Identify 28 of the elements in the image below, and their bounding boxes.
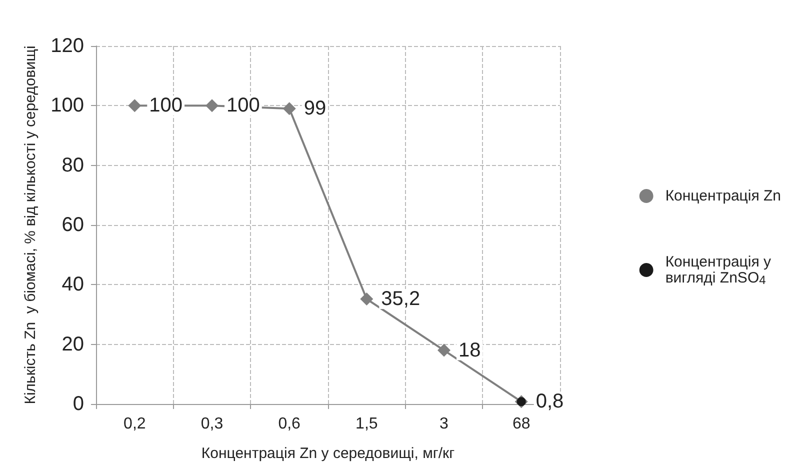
y-tick-label: 0 [72, 393, 84, 415]
legend-label: Концентрація Zn [665, 188, 781, 204]
data-label: 0,8 [536, 390, 564, 413]
point [128, 99, 142, 112]
point [282, 102, 296, 116]
x-tick-label: 0,6 [278, 416, 301, 432]
data-label: 18 [458, 339, 481, 362]
point [206, 99, 218, 112]
y-tick-label: 40 [62, 274, 84, 296]
x-axis-title: Концентрація Zn у середовищі, мг/кг [201, 445, 456, 462]
x-tick-label: 68 [512, 416, 530, 432]
y-tick-label: 120 [50, 35, 84, 57]
data-label: 35,2 [381, 288, 420, 310]
y-tick-label: 80 [62, 154, 84, 176]
data-label: 100 [226, 94, 260, 117]
x-tick-label: 1,5 [356, 416, 378, 432]
y-axis-title: Кількість Zn у біомасі, % від кількості у середовищі [22, 46, 39, 404]
x-tick-label: 0,3 [200, 416, 224, 432]
data-label: 100 [149, 94, 183, 117]
point [360, 292, 374, 306]
legend-label: Концентрація у вигляді ZnSO4 [665, 254, 772, 287]
x-tick-label: 0,2 [124, 416, 146, 432]
point [438, 344, 450, 357]
y-tick-label: 100 [50, 94, 84, 117]
data-label: 99 [304, 98, 326, 120]
x-tick-label: 3 [440, 416, 449, 432]
y-tick-label: 60 [62, 214, 84, 236]
y-tick-label: 20 [62, 333, 84, 356]
